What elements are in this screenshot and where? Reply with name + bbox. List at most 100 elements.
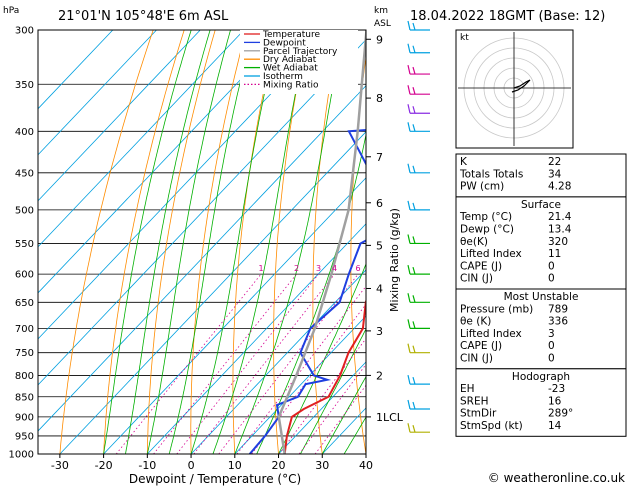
surface-row-value: 13.4 bbox=[548, 224, 572, 236]
wet-adiabat-line bbox=[256, 132, 366, 454]
hodo-row-label: StmSpd (kt) bbox=[460, 420, 523, 432]
isotherm-line bbox=[38, 30, 245, 248]
dry-adiabat-line bbox=[423, 30, 453, 454]
x-axis-title: Dewpoint / Temperature (°C) bbox=[129, 472, 301, 486]
hodo-row-label: StmDir bbox=[460, 408, 497, 420]
isotherm-line bbox=[38, 30, 157, 156]
km-tick-label: 4 bbox=[376, 282, 383, 295]
mixing-ratio-label: 4 bbox=[332, 264, 337, 273]
mixing-ratio-line bbox=[236, 285, 366, 454]
wet-adiabat-line bbox=[212, 30, 309, 454]
isotherm-line bbox=[59, 131, 366, 454]
surface-title: Surface bbox=[521, 199, 561, 211]
dry-adiabat-line bbox=[190, 30, 247, 454]
km-tick-label: 3 bbox=[376, 325, 383, 338]
unstable-row-value: 3 bbox=[548, 328, 555, 340]
mixing-ratio-line bbox=[115, 273, 262, 454]
datetime-header: 18.04.2022 18GMT (Base: 12) bbox=[410, 9, 605, 24]
mixing-ratio-line bbox=[153, 273, 297, 454]
hodograph-unit: kt bbox=[460, 33, 469, 43]
wind-barb bbox=[407, 293, 430, 303]
isotherm-line bbox=[38, 85, 366, 432]
series-parcel-trajectory-line bbox=[277, 30, 366, 454]
pressure-tick-label: 900 bbox=[15, 412, 34, 423]
legend-label: Parcel Trajectory bbox=[263, 47, 338, 57]
hodograph-trace bbox=[511, 79, 531, 93]
unstable-row-label: Pressure (mb) bbox=[460, 303, 533, 315]
pressure-tick-label: 950 bbox=[15, 431, 34, 442]
unstable-row-value: 336 bbox=[548, 316, 568, 328]
legend-label: Mixing Ratio bbox=[263, 80, 319, 90]
wet-adiabat-line bbox=[234, 30, 344, 454]
plot-frame bbox=[37, 29, 367, 455]
legend-label: Wet Adiabat bbox=[263, 64, 318, 74]
isotherm-line bbox=[190, 269, 366, 454]
dry-adiabat-line bbox=[103, 30, 185, 454]
isotherm-line bbox=[38, 30, 114, 110]
wet-adiabat-line bbox=[168, 30, 254, 454]
isotherm-line bbox=[38, 39, 366, 386]
isotherm-line bbox=[234, 315, 366, 454]
x-tick-label: -20 bbox=[95, 459, 113, 472]
index-row-label: PW (cm) bbox=[460, 181, 504, 193]
wind-barb bbox=[407, 343, 430, 354]
isotherm-line bbox=[38, 30, 201, 202]
wind-barb bbox=[407, 64, 430, 75]
surface-row-label: Lifted Index bbox=[460, 248, 522, 260]
wind-barb bbox=[407, 20, 430, 31]
indices-box bbox=[455, 368, 627, 437]
km-tick-label: 2 bbox=[376, 369, 383, 382]
pressure-tick-label: 1000 bbox=[9, 450, 34, 461]
unstable-row-value: 0 bbox=[548, 340, 555, 352]
pressure-tick-label: 450 bbox=[15, 168, 34, 179]
wind-barb bbox=[407, 43, 430, 54]
wet-adiabat-line bbox=[190, 30, 280, 454]
unstable-title: Most Unstable bbox=[504, 291, 579, 303]
wind-barb bbox=[407, 85, 430, 95]
hodograph: kt bbox=[455, 29, 574, 149]
index-row-label: K bbox=[460, 156, 468, 168]
km-tick-label: 1LCL bbox=[376, 411, 404, 424]
wind-barb bbox=[407, 200, 430, 211]
wind-barb bbox=[407, 122, 430, 132]
pressure-tick-label: 550 bbox=[15, 239, 34, 250]
dry-adiabat-line bbox=[59, 30, 154, 454]
hodo-row-value: 14 bbox=[548, 420, 562, 432]
hpa-unit: hPa bbox=[3, 6, 19, 16]
wet-adiabat-line bbox=[103, 30, 192, 454]
x-tick-label: 30 bbox=[315, 459, 329, 472]
wind-barb bbox=[407, 319, 430, 329]
surface-row-label: CAPE (J) bbox=[460, 260, 502, 272]
wind-barb bbox=[407, 374, 430, 385]
skewt-plot: 3003504004505005506006507007508008509009… bbox=[9, 20, 453, 472]
pressure-tick-label: 600 bbox=[15, 270, 34, 281]
y-axis-title: Mixing Ratio (g/kg) bbox=[388, 208, 401, 312]
surface-row-label: Dewp (°C) bbox=[460, 224, 514, 236]
credit: © weatheronline.co.uk bbox=[488, 471, 625, 485]
legend-label: Dewpoint bbox=[263, 38, 306, 48]
isotherm-line bbox=[147, 223, 366, 454]
wind-barb bbox=[407, 423, 430, 433]
mixing-ratio-line bbox=[193, 273, 335, 454]
mixing-ratio-label: 1 bbox=[259, 264, 264, 273]
mixing-ratio-label: 2 bbox=[294, 264, 299, 273]
km-tick-label: 7 bbox=[376, 151, 383, 164]
wind-barb bbox=[407, 163, 430, 174]
indices-table: K 22 Totals Totals 34 PW (cm) 4.28 Surface Temp… bbox=[455, 153, 627, 437]
pressure-tick-label: 850 bbox=[15, 392, 34, 403]
wind-barb bbox=[407, 234, 430, 245]
km-unit: km bbox=[374, 6, 388, 16]
unstable-row-label: CAPE (J) bbox=[460, 340, 502, 352]
hodo-row-value: 289° bbox=[548, 408, 573, 420]
legend-label: Temperature bbox=[262, 30, 320, 40]
pressure-tick-label: 650 bbox=[15, 298, 34, 309]
surface-row-value: 0 bbox=[548, 260, 555, 272]
km-tick-label: 9 bbox=[376, 33, 383, 46]
x-tick-label: 10 bbox=[228, 459, 242, 472]
wet-adiabat-line bbox=[146, 30, 231, 454]
x-tick-label: -30 bbox=[51, 459, 69, 472]
isotherm-line bbox=[103, 177, 366, 454]
km-tick-label: 5 bbox=[376, 239, 383, 252]
x-tick-label: 40 bbox=[359, 459, 373, 472]
